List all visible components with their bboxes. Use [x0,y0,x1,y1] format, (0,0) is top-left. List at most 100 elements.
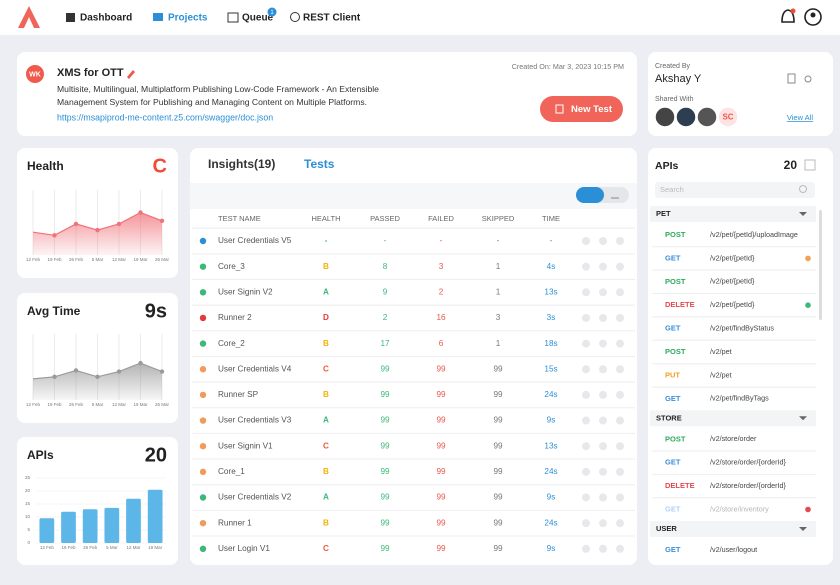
row-action[interactable] [599,390,607,399]
card-title: Health [27,159,64,173]
row-action[interactable] [582,262,590,271]
row-action[interactable] [616,544,624,553]
row-action[interactable] [616,442,624,451]
share-icon[interactable] [804,75,812,83]
user-icon[interactable] [804,8,822,26]
row-action[interactable] [599,493,607,502]
row-action[interactable] [582,365,590,374]
nav-item[interactable]: Queue [242,13,274,24]
method[interactable]: DELETE [665,481,695,490]
y-tick-label: 0 [27,540,30,545]
row-action[interactable] [599,544,607,553]
expand-icon[interactable] [804,159,816,171]
endpoint[interactable]: /v2/pet [710,347,732,356]
row-action[interactable] [582,339,590,348]
row-action[interactable] [616,365,624,374]
view-all[interactable]: View All [787,113,813,122]
row-action[interactable] [582,467,590,476]
group-header[interactable] [650,521,816,537]
project-link[interactable]: https://msapiprod-me-content.z5.com/swag… [57,112,273,122]
delete-icon[interactable] [787,73,796,84]
row-action[interactable] [599,416,607,425]
row-action[interactable] [599,467,607,476]
row-action[interactable] [599,339,607,348]
row-action[interactable] [599,288,607,297]
endpoint[interactable]: /v2/pet/{petId} [710,253,755,262]
row-action[interactable] [616,237,624,245]
row-action[interactable] [616,519,624,528]
method[interactable]: GET [665,253,681,262]
row-action[interactable] [616,339,624,348]
method[interactable]: GET [665,324,681,333]
endpoint[interactable]: /v2/pet/{petId}/uploadImage [710,230,798,239]
row-action[interactable] [599,519,607,528]
row-action[interactable] [599,365,607,374]
method[interactable]: GET [665,394,681,403]
cell: 4s [547,262,556,271]
row-action[interactable] [582,442,590,451]
project-avatar [26,65,44,83]
row-action[interactable] [616,313,624,322]
endpoint[interactable]: /v2/store/order [710,434,757,443]
tab[interactable]: Insights(19) [208,157,275,171]
cell: 99 [380,518,390,527]
row-action[interactable] [582,544,590,553]
row-action[interactable] [616,390,624,399]
row-action[interactable] [599,237,607,245]
method[interactable]: GET [665,458,681,467]
row-action[interactable] [616,262,624,271]
search-box[interactable] [655,182,815,198]
logo[interactable] [18,6,40,28]
row-action[interactable] [599,262,607,271]
new-test-icon [555,104,564,114]
method[interactable]: POST [665,347,686,356]
row-action[interactable] [616,467,624,476]
new-test-label[interactable]: New Test [571,104,613,115]
method[interactable]: POST [665,277,686,286]
row-action[interactable] [599,442,607,451]
endpoint[interactable]: /v2/store/order/{orderId} [710,481,787,490]
edit-icon[interactable] [127,70,135,79]
endpoint[interactable]: /v2/pet/findByStatus [710,324,774,333]
tab[interactable]: Tests [304,157,335,171]
endpoint[interactable]: /v2/store/order/{orderId} [710,458,787,467]
row-action[interactable] [582,288,590,297]
group-header[interactable] [650,206,816,222]
search-placeholder[interactable]: Search [660,185,684,194]
endpoint[interactable]: /v2/pet/findByTags [710,394,769,403]
nav-item[interactable]: Projects [168,13,208,24]
nav-item[interactable]: Dashboard [80,13,132,24]
x-tick-label: 19 Mar [133,402,148,407]
row-action[interactable] [582,493,590,502]
method[interactable]: POST [665,434,686,443]
row-action[interactable] [582,237,590,245]
row-action[interactable] [582,313,590,322]
row-action[interactable] [616,288,624,297]
x-tick-label: 26 Feb [69,257,84,262]
method[interactable]: POST [665,230,686,239]
row-action[interactable] [582,390,590,399]
list-view[interactable] [576,187,604,203]
row-action[interactable] [582,416,590,425]
endpoint[interactable]: /v2/user/logout [710,545,757,554]
row-action[interactable] [616,493,624,502]
group-header[interactable] [650,410,816,427]
method[interactable]: GET [665,504,681,513]
row-action[interactable] [599,313,607,322]
cell: Core_3 [218,262,245,271]
nav-item[interactable]: REST Client [303,13,361,24]
user-head [810,12,816,18]
bell[interactable] [781,9,795,23]
row-action[interactable] [616,416,624,425]
method[interactable]: PUT [665,370,680,379]
endpoint[interactable]: /v2/pet [710,370,732,379]
endpoint[interactable]: /v2/pet/{petId} [710,277,755,286]
cell: 9s [547,493,556,502]
endpoint[interactable]: /v2/store/inventory [710,504,769,513]
scrollbar [819,210,822,320]
method[interactable]: DELETE [665,300,695,309]
endpoint[interactable]: /v2/pet/{petId} [710,300,755,309]
new-test-button[interactable] [540,96,623,122]
method[interactable]: GET [665,545,681,554]
row-action[interactable] [582,519,590,528]
